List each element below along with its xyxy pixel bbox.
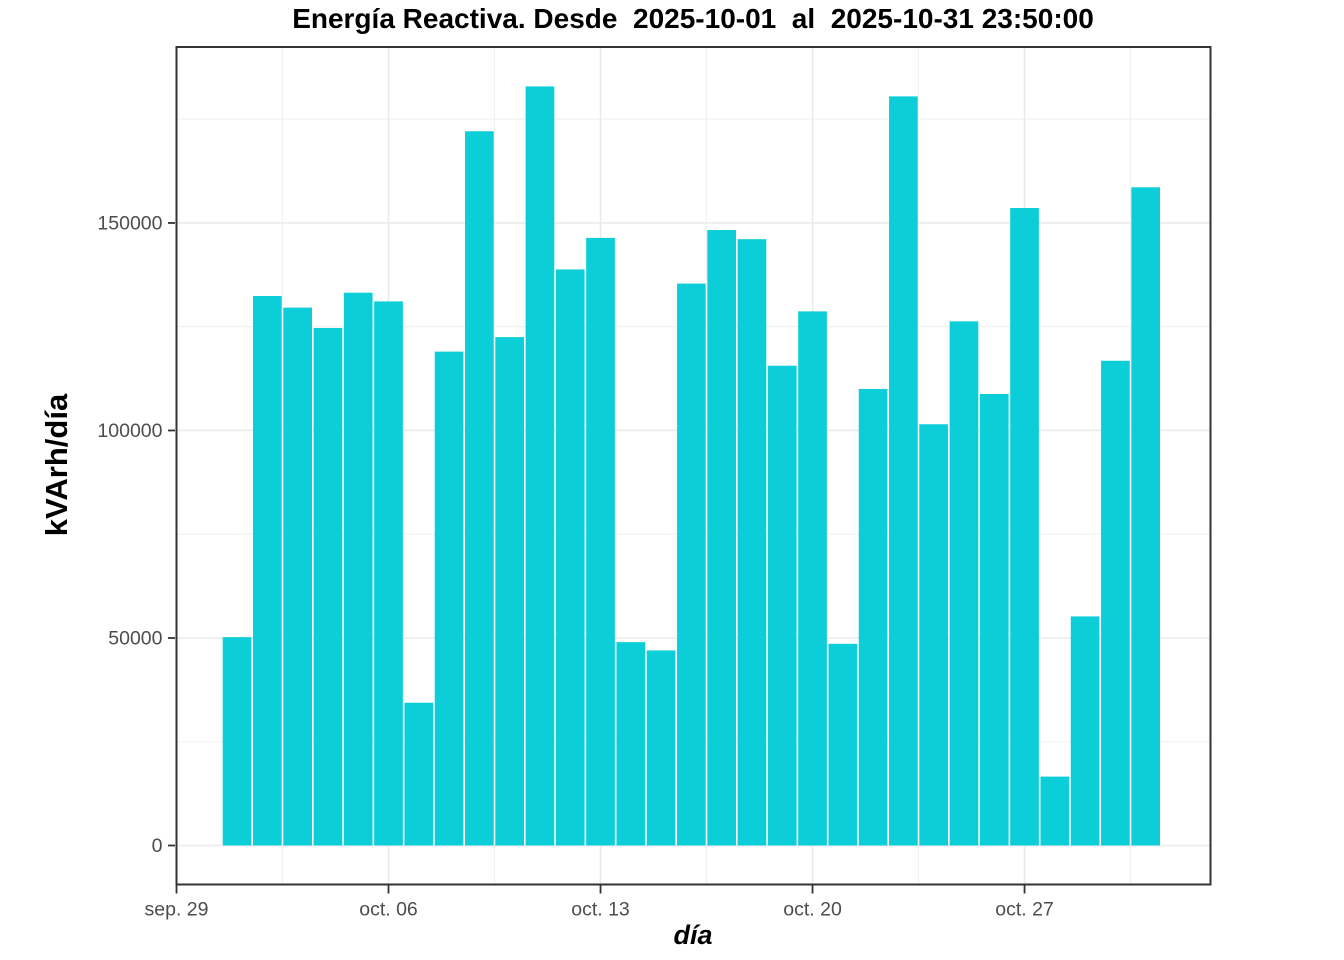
bar-2025-10-30: [1101, 360, 1130, 846]
x-tick-label-oct13: oct. 13: [571, 899, 630, 921]
y-tick-label-50000: 50000: [108, 627, 162, 649]
bar-2025-10-21: [828, 643, 858, 846]
bar-2025-10-16: [677, 283, 706, 846]
bar-2025-10-22: [858, 388, 888, 846]
y-tick-label-100000: 100000: [97, 420, 162, 442]
bar-2025-10-12: [555, 269, 585, 846]
bar-2025-10-02: [253, 296, 282, 846]
bar-2025-10-01: [222, 637, 252, 846]
y-tick-label-0: 0: [152, 835, 163, 857]
bar-2025-10-06: [374, 301, 403, 846]
bar-2025-10-07: [404, 702, 434, 846]
x-tick-label-oct27: oct. 27: [995, 899, 1054, 921]
bar-2025-10-20: [798, 311, 827, 846]
panel-border: [175, 46, 1212, 886]
bar-2025-10-08: [434, 351, 464, 846]
bar-2025-10-26: [979, 393, 1009, 846]
x-axis-title: día: [673, 920, 713, 950]
x-tick-label-sep29: sep. 29: [145, 899, 209, 921]
bar-2025-10-29: [1070, 616, 1100, 846]
chart-title: Energía Reactiva. Desde 2025-10-01 al 20…: [292, 3, 1094, 34]
bar-2025-10-10: [495, 337, 525, 846]
bar-2025-10-09: [465, 131, 494, 846]
bar-2025-10-11: [525, 86, 555, 846]
bar-2025-10-14: [616, 642, 646, 846]
bar-2025-10-27: [1010, 208, 1039, 846]
bar-2025-10-18: [737, 239, 767, 846]
x-tick-label-oct20: oct. 20: [783, 899, 842, 921]
x-tick-label-oct06: oct. 06: [359, 899, 418, 921]
bar-2025-10-24: [919, 424, 949, 846]
bar-2025-10-19: [767, 365, 797, 846]
bar-2025-10-03: [283, 307, 312, 846]
bar-2025-10-05: [343, 292, 373, 846]
bar-2025-10-15: [646, 650, 676, 846]
bar-2025-10-31: [1131, 187, 1161, 846]
bar-2025-10-28: [1040, 776, 1070, 846]
bar-2025-10-13: [586, 237, 615, 846]
y-tick-label-150000: 150000: [97, 212, 162, 234]
bar-2025-10-04: [313, 327, 343, 846]
bar-2025-10-23: [889, 96, 918, 846]
bar-2025-10-25: [949, 321, 979, 846]
bar-2025-10-17: [707, 230, 737, 846]
